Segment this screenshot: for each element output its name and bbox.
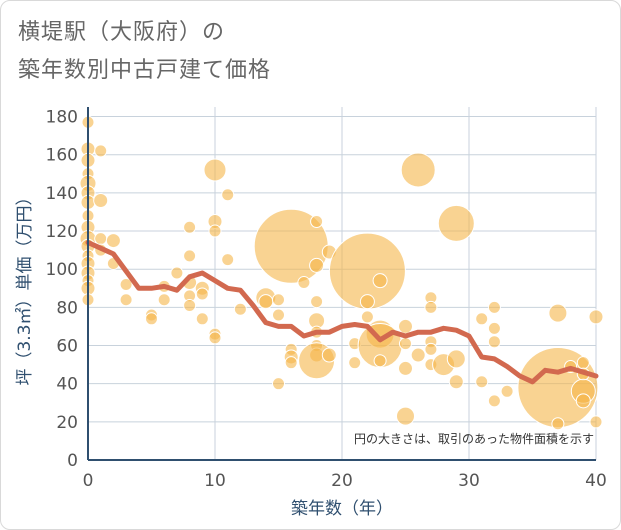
data-bubble [588, 309, 604, 325]
data-bubble [348, 356, 362, 370]
x-tick-label: 40 [585, 471, 607, 491]
data-bubble [119, 293, 133, 307]
y-tick-label: 180 [46, 108, 78, 128]
data-bubble [233, 302, 247, 316]
data-bubble [576, 356, 590, 370]
y-axis-label: 坪（3.3㎡）単価（万円） [15, 188, 35, 385]
data-bubble [119, 277, 133, 291]
data-bubble [183, 298, 197, 312]
data-bubble [208, 224, 222, 238]
data-bubble [183, 249, 197, 263]
data-bubble [551, 417, 565, 431]
data-bubble [446, 349, 466, 369]
data-bubble [145, 312, 158, 326]
data-bubble [360, 310, 374, 324]
data-bubble [183, 220, 197, 234]
y-tick-label: 160 [46, 146, 78, 166]
data-bubble [396, 406, 415, 426]
data-bubble [309, 257, 325, 273]
data-bubble [170, 266, 184, 280]
y-tick-label: 120 [46, 222, 78, 242]
chart-title-line2: 築年数別中古戸建て価格 [18, 58, 272, 83]
data-bubble [398, 360, 413, 376]
data-bubble [221, 188, 235, 202]
y-tick-label: 0 [67, 451, 78, 471]
data-bubble [487, 335, 501, 349]
data-bubble [475, 312, 489, 326]
data-bubble [475, 375, 489, 389]
x-axis-label: 築年数（年） [291, 499, 393, 519]
data-bubble [487, 300, 501, 314]
y-tick-label: 140 [46, 184, 78, 204]
data-bubble [310, 295, 324, 309]
y-tick-label: 40 [56, 375, 78, 395]
data-bubble [321, 347, 337, 363]
data-bubble [105, 233, 121, 249]
data-bubble [399, 337, 412, 351]
x-tick-label: 10 [204, 471, 226, 491]
data-bubble [272, 308, 285, 322]
data-bubble [272, 293, 285, 307]
data-bubble [548, 303, 568, 323]
data-bubble [359, 294, 375, 310]
data-bubble [258, 294, 274, 310]
data-bubble [424, 300, 438, 314]
data-bubble [500, 384, 514, 398]
x-tick-label: 30 [458, 471, 480, 491]
y-tick-label: 100 [46, 260, 78, 280]
data-bubble [448, 374, 464, 390]
data-bubble [94, 232, 108, 246]
data-bubble [272, 377, 285, 391]
data-bubble [373, 354, 387, 368]
data-bubble [424, 342, 438, 356]
data-bubble [487, 321, 501, 335]
data-bubble [208, 331, 222, 345]
data-bubble [400, 152, 436, 188]
data-bubble [157, 293, 171, 307]
data-bubble [575, 393, 591, 409]
axes [87, 107, 596, 461]
data-bubble [221, 253, 235, 267]
x-tick-label: 0 [83, 471, 94, 491]
data-bubble [284, 356, 298, 370]
y-tick-label: 60 [56, 337, 78, 357]
tick-labels: 0 20 40 60 80 100 120 140 160 180 0 10 20 30 40 [46, 108, 607, 491]
y-tick-label: 80 [56, 298, 78, 318]
data-bubble [437, 204, 475, 242]
data-bubble [195, 312, 209, 326]
data-bubble [94, 144, 108, 158]
bubble-size-note: 円の大きさは、取引のあった物件面積を示す [354, 431, 594, 446]
trend-line [85, 240, 599, 385]
x-tick-label: 20 [331, 471, 353, 491]
data-bubble [297, 276, 311, 290]
data-bubble [310, 214, 324, 228]
data-bubble [93, 192, 109, 208]
data-bubble [589, 415, 603, 429]
y-tick-label: 20 [56, 413, 78, 433]
data-bubble [410, 347, 426, 363]
data-bubble [372, 273, 388, 289]
data-bubble [203, 158, 227, 182]
data-bubble [195, 287, 209, 301]
data-bubble [487, 394, 501, 408]
data-bubble [398, 318, 413, 334]
chart-title-line1: 横堤駅（大阪府）の [18, 20, 226, 45]
